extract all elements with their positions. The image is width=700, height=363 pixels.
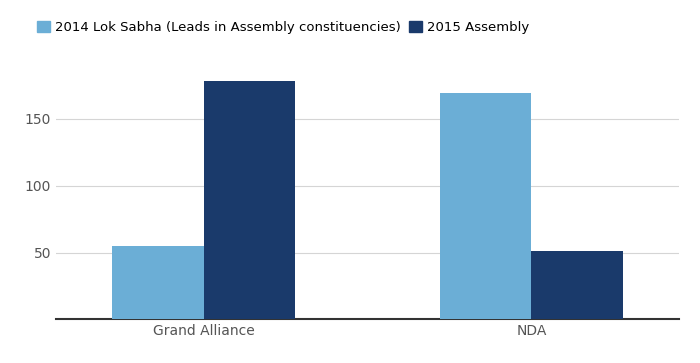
- Bar: [204, 81, 295, 319]
- Legend: 2014 Lok Sabha (Leads in Assembly constituencies), 2015 Assembly: 2014 Lok Sabha (Leads in Assembly consti…: [32, 16, 535, 40]
- Bar: [531, 251, 623, 319]
- Bar: [440, 93, 531, 319]
- Bar: [112, 246, 204, 319]
